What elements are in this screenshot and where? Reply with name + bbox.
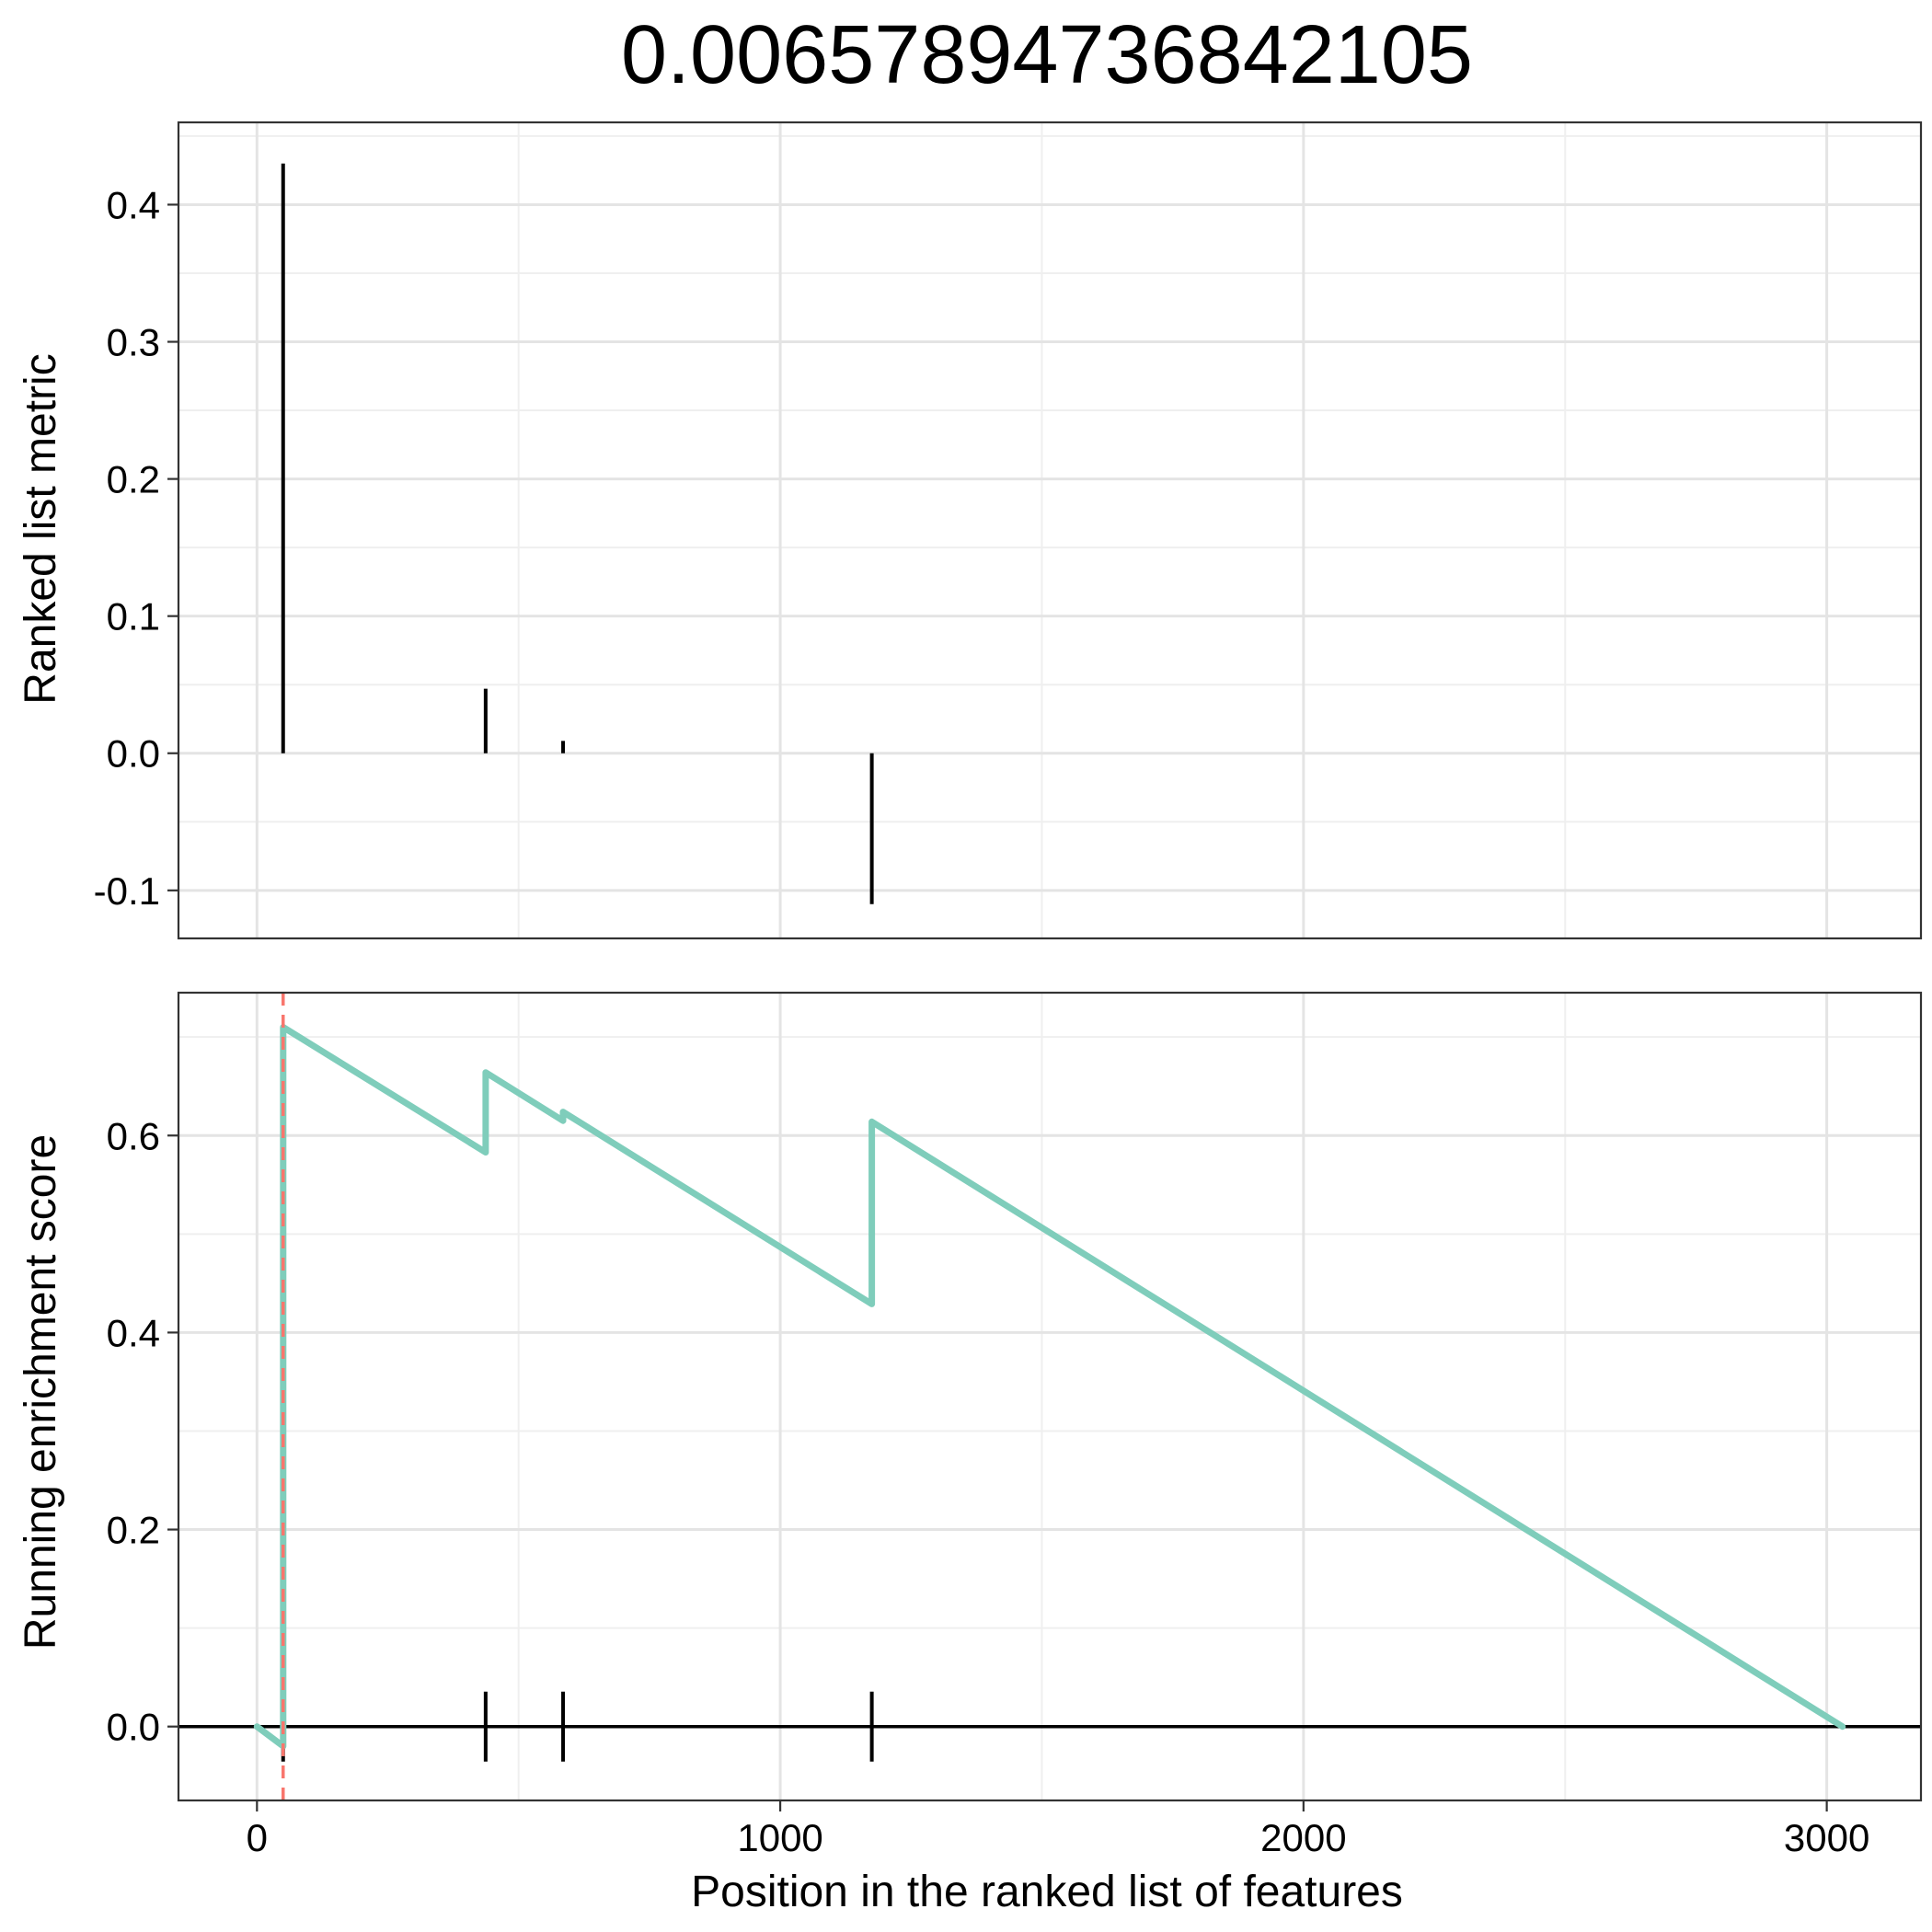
running-es-panel: 0.0 0.2 0.4 0.6 bbox=[107, 991, 1923, 1802]
y-tick-label: 0.2 bbox=[107, 1509, 160, 1552]
y-tick-label: 0.2 bbox=[107, 458, 160, 501]
y-tick-label: 0.0 bbox=[107, 732, 160, 776]
x-axis: 0 1000 2000 3000 bbox=[247, 1800, 1869, 1859]
y-tick-label: 0.1 bbox=[107, 595, 160, 638]
y-tick-label: 0.4 bbox=[107, 1311, 160, 1354]
y-tick-label: 0.3 bbox=[107, 321, 160, 364]
ranked-metric-panel: -0.1 0.0 0.1 0.2 0.3 0.4 bbox=[94, 121, 1923, 940]
y-tick-label: -0.1 bbox=[94, 869, 160, 913]
top-y-axis-title: Ranked list metric bbox=[17, 353, 65, 704]
bottom-y-axis-title: Running enrichment score bbox=[17, 1134, 65, 1650]
x-tick-label: 2000 bbox=[1260, 1816, 1346, 1859]
y-tick-label: 0.4 bbox=[107, 183, 160, 226]
running-es-line bbox=[253, 1024, 1846, 1750]
x-tick-label: 1000 bbox=[737, 1816, 822, 1859]
panel-frame bbox=[177, 121, 1923, 940]
x-axis-title: Position in the ranked list of features bbox=[691, 1868, 1403, 1916]
y-tick-label: 0.0 bbox=[107, 1706, 160, 1749]
y-tick-label: 0.6 bbox=[107, 1114, 160, 1157]
x-tick-label: 0 bbox=[247, 1816, 268, 1859]
panel-frame bbox=[177, 991, 1923, 1802]
x-tick-label: 3000 bbox=[1784, 1816, 1869, 1859]
chart-title: 0.00657894736842105 bbox=[621, 9, 1473, 101]
